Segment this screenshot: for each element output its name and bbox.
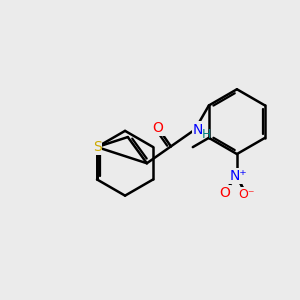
- Text: O: O: [153, 121, 164, 135]
- Text: O⁻: O⁻: [238, 188, 254, 201]
- Text: N⁺: N⁺: [230, 169, 247, 183]
- Text: S: S: [93, 140, 101, 154]
- Text: N: N: [193, 123, 203, 136]
- Text: O: O: [219, 186, 230, 200]
- Text: H: H: [202, 128, 211, 141]
